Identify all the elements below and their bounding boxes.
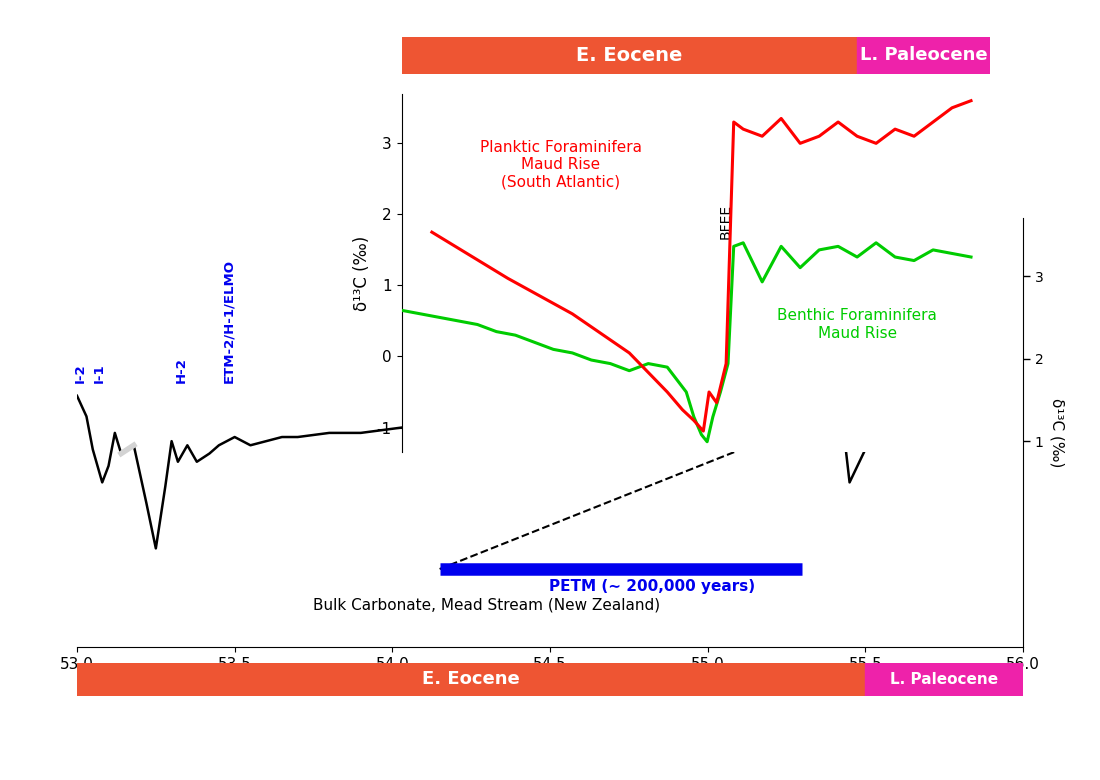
Text: PETM (∼ 200,000 years): PETM (∼ 200,000 years) (549, 579, 756, 594)
Y-axis label: δ¹³C (‰): δ¹³C (‰) (353, 236, 371, 310)
Text: L. Paleocene: L. Paleocene (860, 46, 988, 65)
Bar (77, 663, 866, 696)
Text: Benthic Foraminifera
Maud Rise: Benthic Foraminifera Maud Rise (778, 308, 937, 341)
Text: I-1: I-1 (92, 363, 106, 384)
Text: Planktic Foraminifera
Maud Rise
(South Atlantic): Planktic Foraminifera Maud Rise (South A… (480, 140, 642, 190)
Bar (857, 37, 990, 74)
Text: L. Paleocene: L. Paleocene (890, 672, 998, 687)
Text: E. Eocene: E. Eocene (576, 46, 682, 65)
X-axis label: Age (Ma): Age (Ma) (509, 678, 591, 696)
Bar (866, 663, 1023, 696)
Text: ETM-2/H-1/ELMO: ETM-2/H-1/ELMO (222, 260, 235, 384)
Y-axis label: δ¹³C (‰): δ¹³C (‰) (1049, 399, 1065, 467)
Text: I-2: I-2 (74, 363, 87, 384)
Text: BFEE: BFEE (719, 204, 733, 239)
Text: E. Eocene: E. Eocene (422, 670, 520, 689)
Text: Bulk Carbonate, Mead Stream (New Zealand): Bulk Carbonate, Mead Stream (New Zealand… (314, 598, 660, 613)
Text: H-2: H-2 (175, 357, 188, 384)
Bar (402, 37, 857, 74)
